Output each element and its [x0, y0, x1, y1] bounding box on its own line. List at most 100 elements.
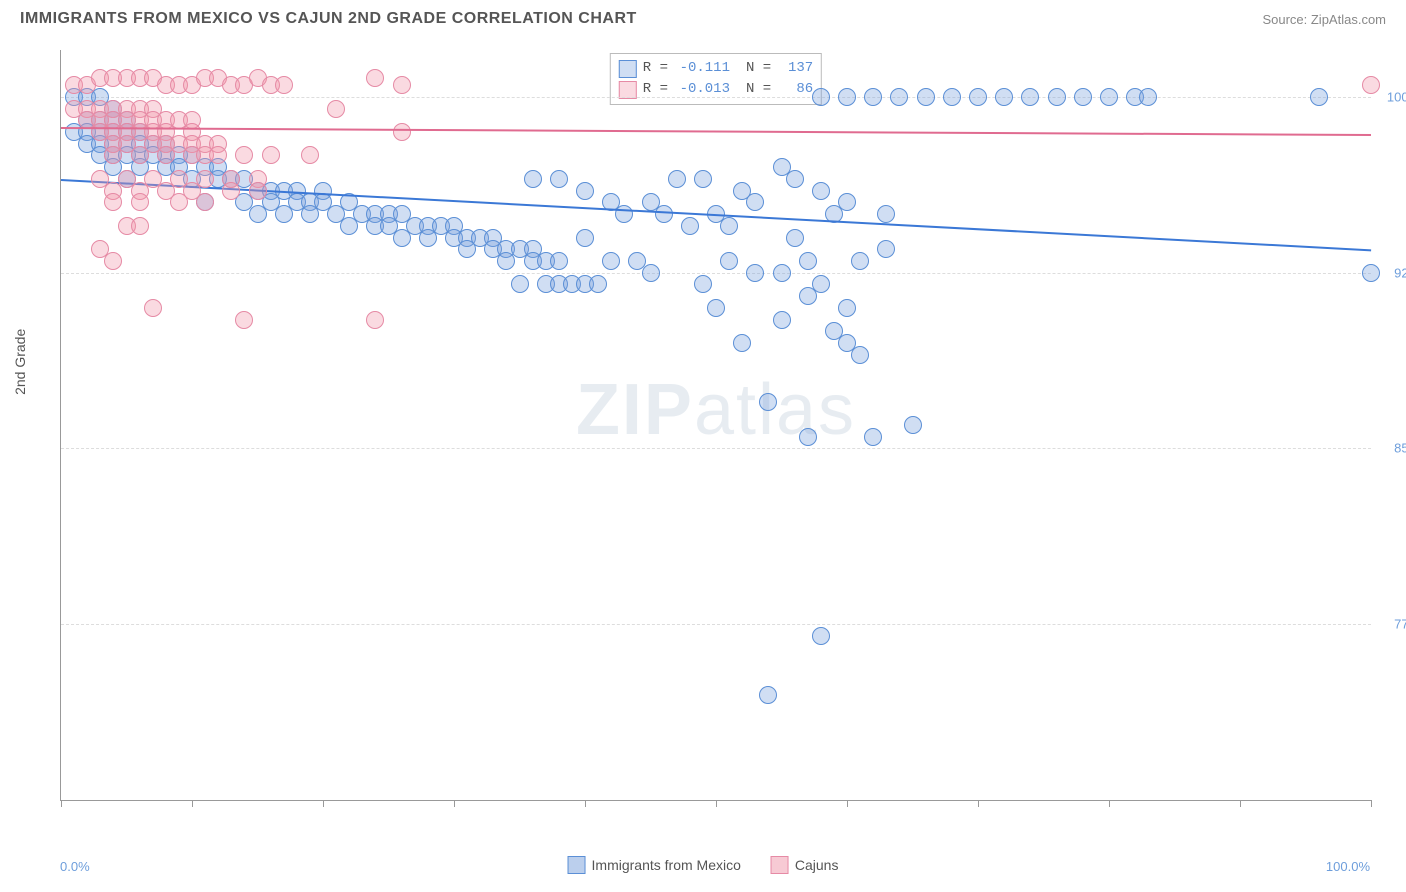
- scatter-point-mexico: [524, 170, 542, 188]
- swatch-icon: [568, 856, 586, 874]
- scatter-point-cajun: [196, 193, 214, 211]
- scatter-point-mexico: [576, 229, 594, 247]
- scatter-point-mexico: [838, 193, 856, 211]
- scatter-point-mexico: [1074, 88, 1092, 106]
- scatter-point-mexico: [642, 264, 660, 282]
- x-axis-min-label: 0.0%: [60, 859, 90, 874]
- scatter-point-mexico: [1048, 88, 1066, 106]
- scatter-point-mexico: [917, 88, 935, 106]
- scatter-point-cajun: [235, 311, 253, 329]
- scatter-point-mexico: [825, 322, 843, 340]
- stats-label: N =: [746, 58, 771, 79]
- scatter-point-cajun: [144, 299, 162, 317]
- gridline: [61, 273, 1371, 274]
- scatter-point-mexico: [497, 252, 515, 270]
- x-tick: [1109, 800, 1110, 807]
- scatter-point-mexico: [419, 229, 437, 247]
- scatter-point-mexico: [1139, 88, 1157, 106]
- scatter-point-mexico: [864, 428, 882, 446]
- scatter-point-mexico: [799, 428, 817, 446]
- x-tick: [1240, 800, 1241, 807]
- scatter-point-mexico: [746, 264, 764, 282]
- scatter-point-mexico: [1021, 88, 1039, 106]
- scatter-point-mexico: [838, 299, 856, 317]
- scatter-point-cajun: [393, 76, 411, 94]
- scatter-point-mexico: [877, 205, 895, 223]
- scatter-point-mexico: [511, 275, 529, 293]
- y-tick-label: 77.5%: [1376, 617, 1406, 632]
- scatter-point-mexico: [812, 88, 830, 106]
- stats-n: 137: [777, 58, 813, 79]
- legend-label: Cajuns: [795, 857, 839, 873]
- trendline-cajun: [61, 127, 1371, 136]
- scatter-point-cajun: [235, 146, 253, 164]
- scatter-point-mexico: [746, 193, 764, 211]
- y-tick-label: 92.5%: [1376, 265, 1406, 280]
- scatter-point-mexico: [799, 252, 817, 270]
- scatter-point-mexico: [969, 88, 987, 106]
- scatter-point-mexico: [550, 252, 568, 270]
- scatter-point-mexico: [694, 170, 712, 188]
- gridline: [61, 448, 1371, 449]
- scatter-point-mexico: [733, 334, 751, 352]
- x-tick: [192, 800, 193, 807]
- chart-title: IMMIGRANTS FROM MEXICO VS CAJUN 2ND GRAD…: [20, 10, 637, 28]
- scatter-point-mexico: [655, 205, 673, 223]
- scatter-point-cajun: [366, 311, 384, 329]
- scatter-point-cajun: [131, 146, 149, 164]
- x-tick: [1371, 800, 1372, 807]
- scatter-point-mexico: [1362, 264, 1380, 282]
- scatter-point-mexico: [943, 88, 961, 106]
- stats-label: R =: [643, 58, 668, 79]
- x-tick: [61, 800, 62, 807]
- swatch-icon: [619, 81, 637, 99]
- scatter-point-mexico: [759, 393, 777, 411]
- scatter-point-cajun: [327, 100, 345, 118]
- source-attribution: Source: ZipAtlas.com: [1262, 12, 1386, 27]
- scatter-point-mexico: [851, 346, 869, 364]
- scatter-point-cajun: [157, 146, 175, 164]
- scatter-point-cajun: [1362, 76, 1380, 94]
- scatter-point-cajun: [366, 69, 384, 87]
- scatter-point-mexico: [786, 170, 804, 188]
- legend-item: Cajuns: [771, 856, 839, 874]
- x-tick: [585, 800, 586, 807]
- scatter-point-mexico: [550, 170, 568, 188]
- scatter-point-mexico: [707, 299, 725, 317]
- scatter-point-mexico: [681, 217, 699, 235]
- scatter-point-mexico: [393, 229, 411, 247]
- scatter-point-mexico: [301, 205, 319, 223]
- scatter-point-cajun: [104, 252, 122, 270]
- scatter-point-mexico: [786, 229, 804, 247]
- scatter-point-mexico: [249, 205, 267, 223]
- scatter-point-cajun: [209, 146, 227, 164]
- x-tick: [716, 800, 717, 807]
- scatter-point-mexico: [615, 205, 633, 223]
- x-tick: [454, 800, 455, 807]
- scatter-point-mexico: [877, 240, 895, 258]
- scatter-point-mexico: [773, 311, 791, 329]
- scatter-point-cajun: [249, 182, 267, 200]
- scatter-point-mexico: [720, 252, 738, 270]
- scatter-point-cajun: [104, 193, 122, 211]
- y-tick-label: 85.0%: [1376, 441, 1406, 456]
- scatter-point-mexico: [602, 252, 620, 270]
- scatter-point-cajun: [131, 217, 149, 235]
- stats-r: -0.111: [674, 58, 730, 79]
- legend-item: Immigrants from Mexico: [568, 856, 741, 874]
- scatter-point-mexico: [890, 88, 908, 106]
- scatter-point-mexico: [589, 275, 607, 293]
- scatter-point-mexico: [812, 627, 830, 645]
- scatter-point-mexico: [340, 217, 358, 235]
- scatter-point-mexico: [694, 275, 712, 293]
- scatter-point-mexico: [576, 182, 594, 200]
- scatter-point-cajun: [131, 193, 149, 211]
- y-tick-label: 100.0%: [1376, 89, 1406, 104]
- scatter-point-mexico: [864, 88, 882, 106]
- scatter-chart: ZIPatlas R =-0.111N =137R =-0.013N =86 1…: [60, 50, 1371, 801]
- x-axis-max-label: 100.0%: [1326, 859, 1370, 874]
- x-tick: [978, 800, 979, 807]
- scatter-point-cajun: [104, 146, 122, 164]
- swatch-icon: [619, 60, 637, 78]
- scatter-point-cajun: [275, 76, 293, 94]
